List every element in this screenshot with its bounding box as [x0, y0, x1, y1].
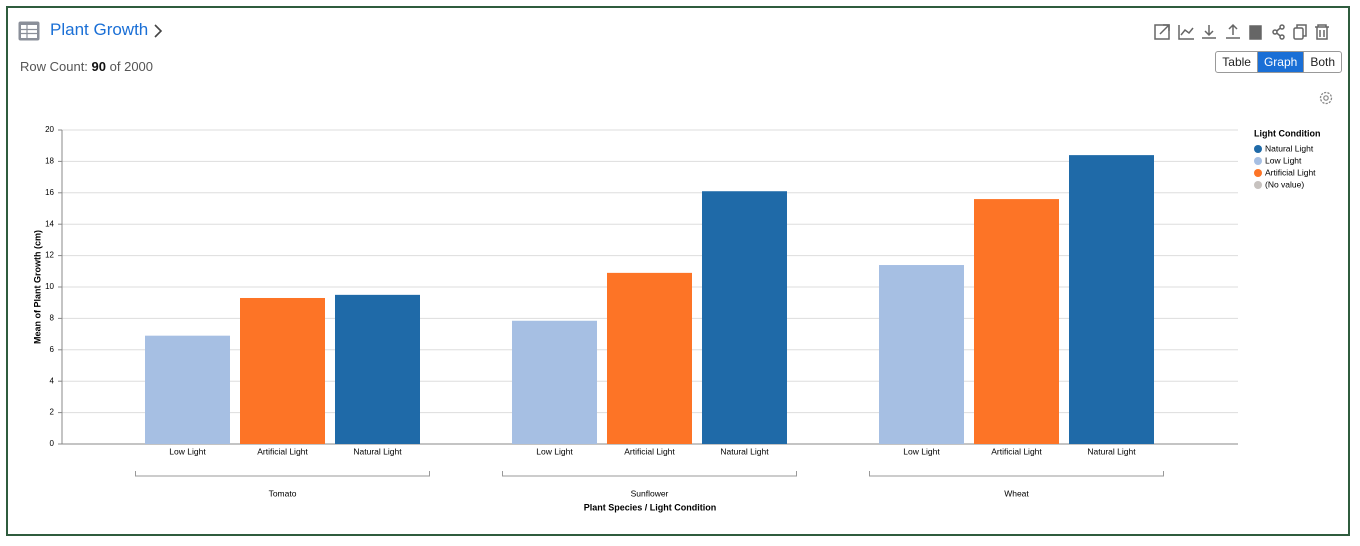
chevron[interactable]	[153, 24, 163, 38]
legend-label: Natural Light	[1265, 143, 1314, 153]
y-tick-label: 0	[50, 439, 55, 448]
legend-label: (No value)	[1265, 179, 1304, 189]
table-icon	[18, 21, 40, 41]
x-axis-title: Plant Species / Light Condition	[584, 502, 717, 512]
x-category-label: Wheat	[1004, 488, 1029, 498]
settings-icon[interactable]	[1318, 90, 1334, 106]
row-total: of 2000	[109, 59, 154, 74]
y-tick-label: 12	[45, 251, 54, 260]
group-bracket	[502, 471, 797, 477]
bar	[607, 272, 692, 444]
panel: Plant Growth Row Count: 90 of 2000 Table…	[6, 6, 1350, 536]
x-subcategory-label: Artificial Light	[257, 446, 308, 456]
y-axis-title: Mean of Plant Growth (cm)	[32, 230, 42, 344]
share-icon[interactable]	[1272, 24, 1285, 40]
y-tick-label: 14	[45, 219, 54, 228]
open-icon[interactable]	[1154, 24, 1170, 40]
x-subcategory-label: Natural Light	[720, 446, 769, 456]
y-tick-label: 8	[50, 314, 55, 323]
legend-swatch	[1254, 157, 1262, 165]
bar	[1069, 155, 1154, 444]
x-subcategory-label: Low Light	[536, 446, 573, 456]
x-subcategory-label: Low Light	[169, 446, 206, 456]
delete-icon[interactable]	[1315, 24, 1329, 40]
x-subcategory-label: Artificial Light	[624, 446, 675, 456]
upload-icon[interactable]	[1226, 23, 1240, 39]
bar	[879, 265, 964, 444]
group-bracket	[869, 471, 1164, 477]
chart-icon[interactable]	[1178, 25, 1194, 40]
row-count-label: Row Count:	[20, 59, 88, 74]
view-toggle: Table Graph Both	[1215, 51, 1342, 73]
view-both[interactable]: Both	[1303, 52, 1341, 72]
view-graph[interactable]: Graph	[1256, 52, 1304, 72]
y-tick-label: 2	[50, 408, 55, 417]
x-category-label: Tomato	[269, 488, 297, 498]
y-tick-label: 10	[45, 282, 54, 291]
bar	[240, 297, 325, 444]
bar	[512, 320, 597, 444]
group-bracket	[135, 471, 430, 477]
paste-icon[interactable]	[1249, 25, 1262, 40]
y-tick-label: 4	[50, 376, 55, 385]
toolbar	[1154, 23, 1329, 40]
legend-title: Light Condition	[1254, 128, 1320, 138]
title[interactable]: Plant Growth	[50, 20, 149, 39]
y-tick-label: 18	[45, 157, 54, 166]
x-subcategory-label: Low Light	[903, 446, 940, 456]
y-tick-label: 20	[45, 125, 54, 134]
copy-icon[interactable]	[1293, 24, 1307, 40]
y-tick-label: 6	[50, 345, 55, 354]
bar	[702, 191, 787, 444]
x-category-label: Sunflower	[631, 488, 669, 498]
legend-swatch	[1254, 169, 1262, 177]
row-count: Row Count: 90 of 2000	[20, 59, 153, 74]
download-icon[interactable]	[1202, 25, 1216, 39]
bar	[145, 335, 230, 444]
row-count-value: 90	[91, 59, 107, 74]
x-subcategory-label: Natural Light	[1087, 446, 1136, 456]
bar	[335, 294, 420, 444]
x-subcategory-label: Artificial Light	[991, 446, 1042, 456]
y-tick-label: 16	[45, 188, 54, 197]
bar	[974, 199, 1059, 444]
x-subcategory-label: Natural Light	[353, 446, 402, 456]
legend-label: Low Light	[1265, 155, 1302, 165]
legend-swatch	[1254, 181, 1262, 189]
legend-label: Artificial Light	[1265, 167, 1316, 177]
legend-swatch	[1254, 145, 1262, 153]
view-table[interactable]: Table	[1222, 55, 1251, 69]
